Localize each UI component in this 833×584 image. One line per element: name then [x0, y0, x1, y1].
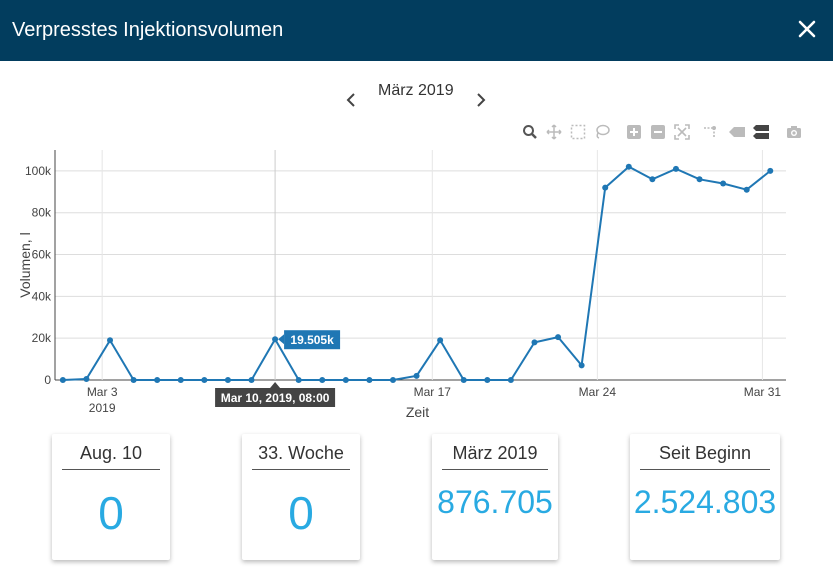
hover-value-label: 19.505k	[290, 333, 334, 347]
card-header: 33. Woche	[252, 442, 350, 470]
zoom-out-icon[interactable]	[650, 124, 666, 140]
data-point	[59, 377, 66, 383]
data-point	[295, 377, 302, 383]
spike-lines-icon[interactable]	[702, 124, 718, 140]
card-day: Aug. 10 0	[52, 434, 170, 560]
data-point	[83, 375, 90, 382]
y-tick-label: 80k	[32, 206, 52, 220]
card-value: 0	[288, 487, 314, 539]
data-point	[413, 372, 420, 379]
data-point	[177, 377, 184, 383]
y-tick-label: 100k	[25, 164, 52, 178]
hover-compare-icon[interactable]	[752, 124, 769, 140]
card-header: Aug. 10	[62, 442, 160, 470]
card-header: Seit Beginn	[640, 442, 770, 470]
data-point	[767, 167, 774, 174]
y-axis-title: Volumen, l	[17, 232, 33, 297]
chevron-left-icon[interactable]	[344, 92, 358, 108]
month-navigator: März 2019	[0, 80, 833, 108]
data-point	[743, 186, 750, 193]
series-line	[62, 165, 771, 381]
card-total: Seit Beginn 2.524.803	[630, 434, 780, 560]
data-point	[224, 377, 231, 383]
hover-value-pointer	[278, 334, 285, 345]
title-bar: Verpresstes Injektionsvolumen	[0, 0, 833, 61]
data-point	[625, 163, 632, 170]
volume-line-chart[interactable]: 0 20k 40k 60k 80k 100k Mar 3 2019 Mar 17 Mar 24 Ma…	[0, 140, 833, 425]
card-header: März 2019	[442, 442, 548, 470]
data-point	[484, 377, 491, 383]
data-point	[107, 337, 114, 344]
data-point	[342, 377, 349, 383]
close-icon[interactable]	[795, 17, 819, 41]
data-point	[248, 377, 255, 383]
camera-icon[interactable]	[786, 124, 802, 140]
data-point	[437, 337, 444, 344]
x-tick-label: Mar 3	[87, 385, 118, 399]
data-point	[602, 184, 609, 191]
data-point	[672, 165, 679, 172]
x-tick-label: Mar 17	[414, 385, 452, 399]
y-tick-label: 20k	[32, 331, 52, 345]
data-point	[555, 334, 562, 341]
x-axis-title: Zeit	[406, 404, 429, 420]
data-point	[507, 377, 514, 383]
data-point	[154, 377, 161, 383]
card-value: 0	[98, 487, 124, 539]
x-tick-label: Mar 31	[744, 385, 782, 399]
card-value: 2.524.803	[633, 484, 777, 520]
x-tick-sublabel: 2019	[89, 401, 116, 415]
data-point	[272, 336, 279, 343]
card-week: 33. Woche 0	[242, 434, 360, 560]
data-point	[319, 377, 326, 383]
hover-x-box	[215, 388, 336, 407]
data-point	[130, 377, 137, 383]
hover-value-box	[284, 330, 341, 350]
pan-icon[interactable]	[546, 124, 562, 140]
box-select-icon[interactable]	[570, 124, 586, 140]
window-title: Verpresstes Injektionsvolumen	[12, 19, 284, 41]
y-tick-label: 60k	[32, 248, 52, 262]
data-point	[366, 377, 373, 383]
data-point	[696, 176, 703, 183]
month-label: März 2019	[378, 82, 454, 99]
hover-x-pointer	[270, 382, 281, 388]
hover-closest-icon[interactable]	[728, 124, 745, 140]
hover-x-label: Mar 10, 2019, 08:00	[221, 391, 330, 405]
data-point	[460, 377, 467, 383]
card-month: März 2019 876.705	[432, 434, 558, 560]
y-tick-label: 40k	[32, 289, 52, 303]
zoom-in-icon[interactable]	[626, 124, 642, 140]
autoscale-icon[interactable]	[674, 124, 690, 140]
data-point	[531, 339, 538, 346]
data-point	[720, 180, 727, 187]
data-point	[578, 362, 585, 369]
zoom-icon[interactable]	[522, 124, 538, 140]
card-value: 876.705	[437, 484, 553, 520]
data-point	[201, 377, 208, 383]
x-tick-label: Mar 24	[579, 385, 617, 399]
lasso-select-icon[interactable]	[594, 124, 610, 140]
y-tick-label: 0	[44, 373, 51, 387]
data-point	[389, 377, 396, 383]
data-point	[649, 176, 656, 183]
chevron-right-icon[interactable]	[474, 92, 488, 108]
